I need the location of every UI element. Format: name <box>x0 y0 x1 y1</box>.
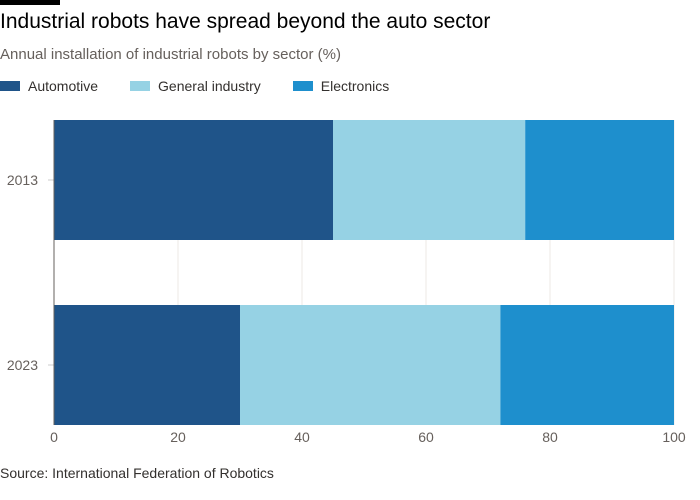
x-tick-label: 60 <box>418 429 434 445</box>
y-tick-label: 2013 <box>7 172 38 188</box>
x-tick-label: 0 <box>50 429 58 445</box>
legend: Automotive General industry Electronics <box>0 78 421 94</box>
legend-label: Automotive <box>28 78 99 94</box>
x-tick-label: 80 <box>542 429 558 445</box>
y-tick-label: 2023 <box>7 357 38 373</box>
bar-electronics-2013 <box>525 120 674 240</box>
legend-swatch <box>130 81 151 91</box>
legend-item-automotive: Automotive <box>0 78 98 94</box>
chart-subtitle: Annual installation of industrial robots… <box>0 46 342 63</box>
brand-bar <box>0 0 60 5</box>
legend-item-general-industry: General industry <box>130 78 261 94</box>
legend-label: General industry <box>158 78 261 94</box>
legend-item-electronics: Electronics <box>292 78 390 94</box>
chart-title: Industrial robots have spread beyond the… <box>0 10 491 33</box>
x-tick-label: 100 <box>662 429 686 445</box>
bar-general-industry-2023 <box>240 305 501 425</box>
bar-electronics-2023 <box>500 305 674 425</box>
legend-swatch <box>0 81 20 91</box>
legend-swatch <box>292 81 313 91</box>
bar-general-industry-2013 <box>333 120 526 240</box>
x-tick-label: 40 <box>294 429 310 445</box>
bar-automotive-2013 <box>54 120 333 240</box>
x-tick-label: 20 <box>170 429 186 445</box>
source-note: Source: International Federation of Robo… <box>0 465 274 481</box>
bar-automotive-2023 <box>54 305 240 425</box>
legend-label: Electronics <box>320 78 390 94</box>
